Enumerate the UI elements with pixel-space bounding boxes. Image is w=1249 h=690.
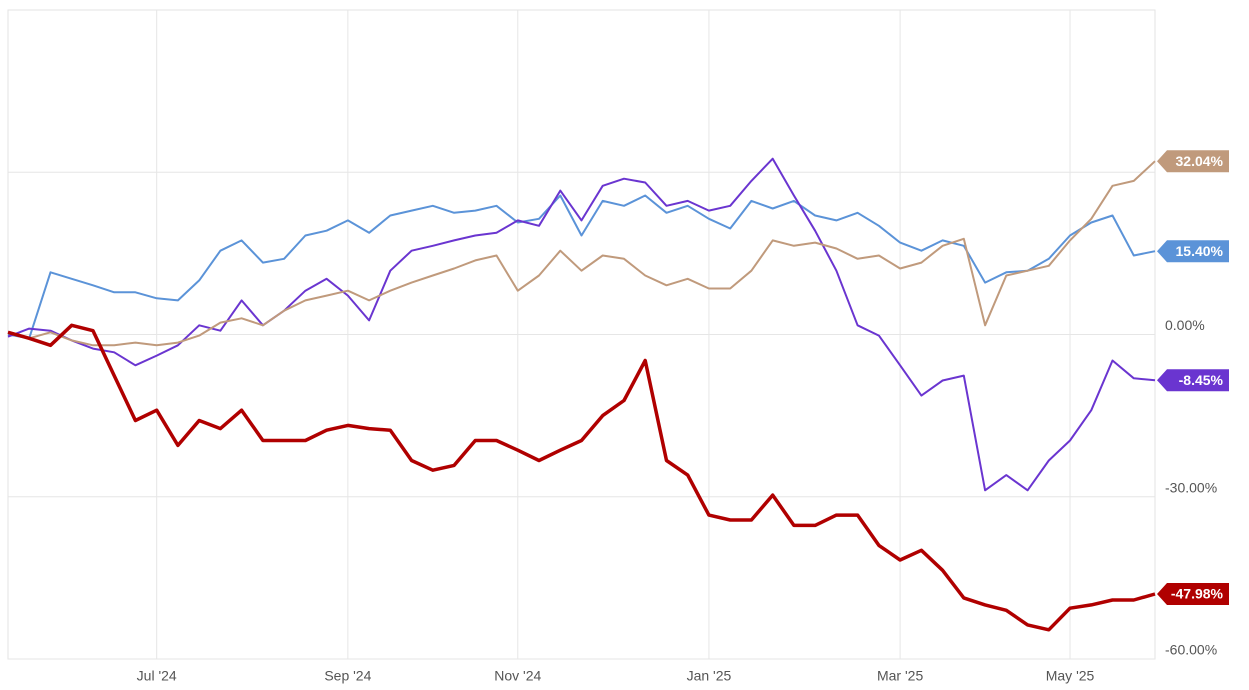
series-line (7, 157, 1156, 492)
value-badge (1157, 150, 1229, 173)
value-label: -47.98% (1171, 586, 1224, 602)
value-badge (1157, 369, 1229, 392)
x-tick-label: Mar '25 (877, 668, 923, 684)
series-line (7, 160, 1156, 347)
series-line (7, 194, 1156, 340)
value-badge (1157, 582, 1229, 605)
x-tick-label: Sep '24 (324, 668, 371, 684)
value-label: 32.04% (1176, 153, 1224, 169)
value-label: -8.45% (1179, 372, 1224, 388)
y-tick-label: 0.00% (1165, 317, 1205, 333)
value-label: 15.40% (1176, 243, 1224, 259)
value-badge (1157, 240, 1229, 263)
x-tick-label: Nov '24 (494, 668, 541, 684)
y-tick-label: -30.00% (1165, 479, 1217, 495)
x-tick-label: May '25 (1046, 668, 1095, 684)
series-line (7, 323, 1156, 632)
y-tick-label: -60.00% (1165, 642, 1217, 658)
x-tick-label: Jan '25 (687, 668, 732, 684)
grid (8, 10, 1155, 660)
x-tick-label: Jul '24 (137, 668, 177, 684)
